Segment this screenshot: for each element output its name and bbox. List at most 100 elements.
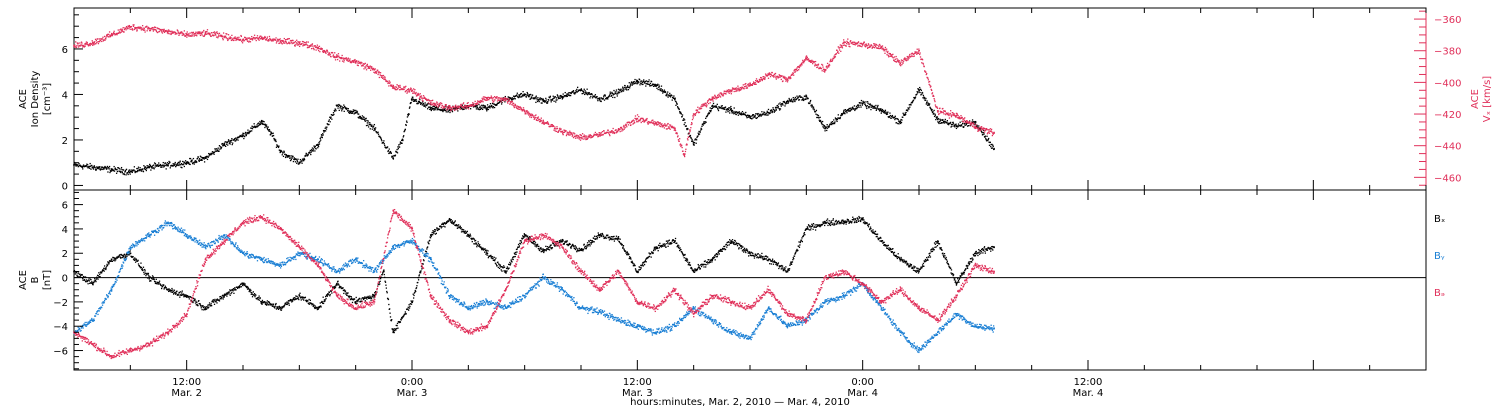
data-point-velocity <box>73 46 76 48</box>
data-point-velocity <box>407 89 409 91</box>
data-point-density <box>650 84 652 87</box>
data-point-velocity <box>951 114 953 116</box>
data-point-density <box>229 140 232 142</box>
data-point-velocity <box>310 44 312 46</box>
data-point-density <box>116 170 119 173</box>
data-point-velocity <box>916 52 919 54</box>
data-point-velocity <box>423 96 426 98</box>
data-point-density <box>189 157 191 160</box>
data-point-velocity <box>957 117 959 119</box>
data-point-velocity <box>420 97 422 99</box>
data-point-velocity <box>661 123 663 125</box>
data-point-density <box>864 104 867 107</box>
data-point-density <box>824 127 826 130</box>
data-point-density <box>738 112 740 114</box>
data-point-velocity <box>661 126 663 128</box>
data-point-velocity <box>643 120 645 122</box>
data-point-velocity <box>405 85 407 88</box>
data-point-bx <box>211 300 214 302</box>
data-point-density <box>749 116 751 118</box>
data-point-velocity <box>762 76 764 78</box>
data-point-density <box>936 118 939 121</box>
data-point-velocity <box>765 75 767 77</box>
data-point-velocity <box>458 106 461 108</box>
data-point-bx <box>152 276 155 278</box>
data-point-density <box>466 105 468 107</box>
data-point-density <box>570 92 573 94</box>
data-point-velocity <box>859 45 862 47</box>
data-point-velocity <box>450 107 453 109</box>
data-point-density <box>491 102 494 105</box>
data-point-velocity <box>113 30 115 32</box>
data-point-velocity <box>871 44 873 47</box>
data-point-velocity <box>525 111 528 113</box>
data-point-velocity <box>458 107 460 109</box>
data-point-velocity <box>479 101 482 104</box>
data-point-density <box>517 96 520 99</box>
data-point-density <box>446 108 449 110</box>
data-point-bx <box>172 293 175 295</box>
data-point-velocity <box>859 42 861 45</box>
data-point-velocity <box>862 44 864 46</box>
data-point-density <box>103 168 105 170</box>
data-point-velocity <box>608 133 611 136</box>
data-point-density <box>168 162 170 165</box>
data-point-density <box>434 109 436 111</box>
data-point-bx <box>89 278 91 280</box>
data-point-density <box>652 85 655 88</box>
data-point-density <box>511 97 514 99</box>
data-point-density <box>199 155 202 157</box>
data-point-density <box>160 166 162 168</box>
data-point-density <box>128 169 130 172</box>
data-point-velocity <box>236 36 238 39</box>
data-point-density <box>957 123 960 125</box>
data-point-density <box>985 140 988 142</box>
data-point-velocity <box>84 42 87 45</box>
data-point-velocity <box>125 25 128 28</box>
data-point-density <box>661 90 663 92</box>
data-point-density <box>280 149 282 152</box>
data-point-density <box>585 93 587 95</box>
data-point-velocity <box>131 28 133 30</box>
data-point-velocity <box>789 76 792 78</box>
data-point-density <box>545 102 548 104</box>
data-point-velocity <box>317 46 319 48</box>
data-point-velocity <box>421 97 423 99</box>
data-point-density <box>649 85 651 87</box>
data-point-velocity <box>431 99 434 101</box>
data-point-density <box>916 90 918 93</box>
data-point-velocity <box>467 106 469 108</box>
data-point-velocity <box>307 41 309 43</box>
data-point-density <box>507 99 509 101</box>
data-point-velocity <box>811 59 813 61</box>
data-point-density <box>667 91 669 93</box>
data-point-density <box>732 111 735 113</box>
data-point-density <box>766 114 768 116</box>
data-point-density <box>633 82 636 85</box>
data-point-density <box>523 93 525 95</box>
data-point-velocity <box>358 60 360 63</box>
data-point-velocity <box>936 107 939 109</box>
data-point-velocity <box>807 59 809 61</box>
data-point-velocity <box>271 38 273 40</box>
data-point-velocity <box>950 114 952 116</box>
data-point-density <box>556 99 558 101</box>
data-point-density <box>841 113 844 116</box>
data-point-density <box>187 161 190 163</box>
data-point-density <box>925 97 927 100</box>
data-point-velocity <box>734 88 736 90</box>
data-point-density <box>372 126 374 128</box>
data-point-density <box>934 113 936 115</box>
data-point-velocity <box>542 119 544 121</box>
data-point-density <box>858 106 860 109</box>
data-point-bx <box>96 274 99 277</box>
data-point-velocity <box>530 113 532 115</box>
data-point-density <box>522 94 524 96</box>
data-point-bx <box>201 308 203 311</box>
data-point-velocity <box>630 121 632 124</box>
data-point-velocity <box>95 42 97 45</box>
data-point-density <box>609 91 611 93</box>
data-point-velocity <box>852 41 854 43</box>
data-point-velocity <box>269 37 271 40</box>
data-point-density <box>174 161 176 164</box>
